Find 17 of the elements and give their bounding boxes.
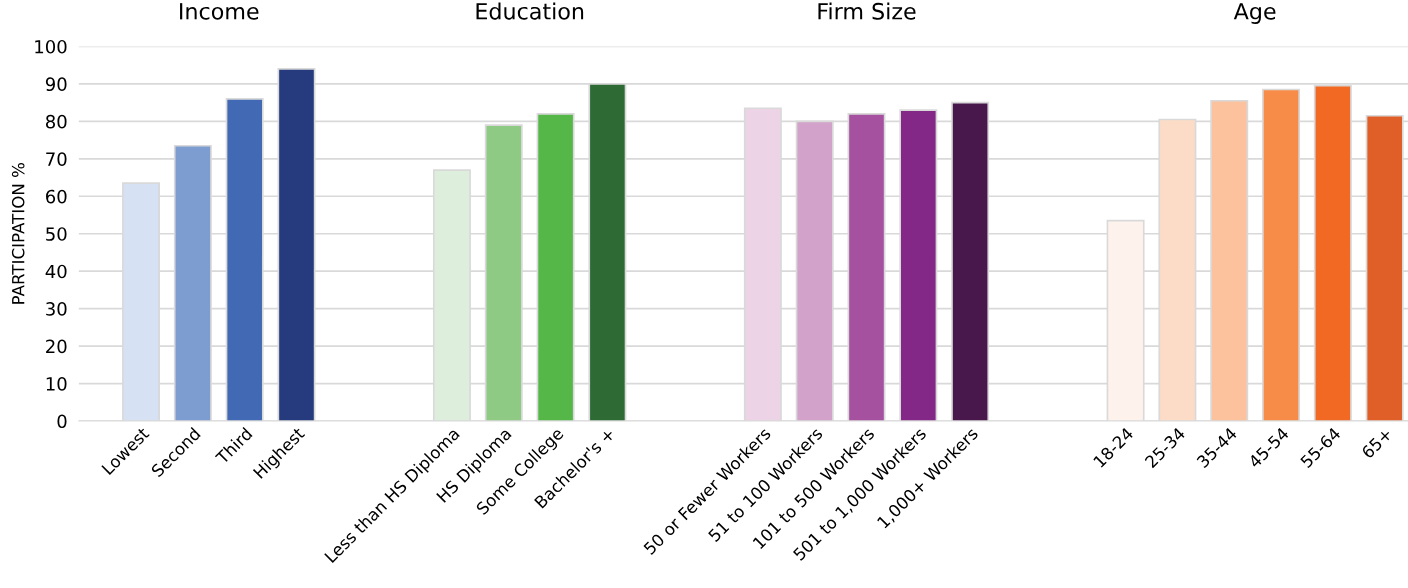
y-tick-label: 50 [46, 227, 67, 241]
y-tick-label: 40 [45, 264, 67, 279]
text: Education [476, 2, 584, 20]
y-axis-title: PARTICIPATION % [11, 162, 25, 304]
y-tick-label: 20 [46, 339, 67, 354]
y-tick-label: 60 [46, 189, 67, 204]
text: Firm Size [818, 2, 916, 20]
y-tick-label: 80 [45, 114, 67, 129]
y-tick-label: 30 [46, 302, 67, 316]
y-tick-label: 0 [57, 414, 67, 429]
y-tick-label: 100 [35, 39, 67, 54]
x-tick-label: 65+ [1360, 427, 1393, 460]
text: Age [1233, 3, 1276, 24]
y-tick-label: 70 [46, 152, 67, 166]
y-tick-label: 10 [46, 377, 67, 391]
text: Income [180, 3, 259, 20]
y-tick-label: 90 [45, 77, 67, 92]
